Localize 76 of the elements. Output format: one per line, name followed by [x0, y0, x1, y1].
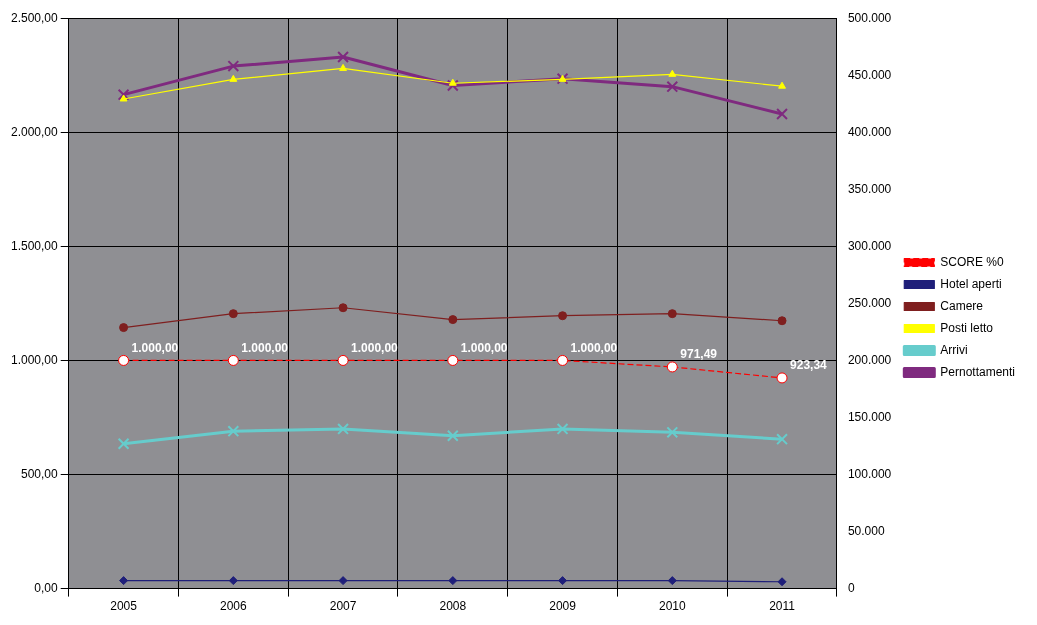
y2-tick-label: 250.000 [847, 295, 892, 310]
y2-tick-label: 350.000 [847, 181, 892, 196]
point [448, 315, 458, 325]
x-tick-label: 2006 [219, 599, 247, 614]
y2-tick-label: 50.000 [847, 523, 885, 538]
data-label: 1.000,00 [570, 340, 618, 355]
point [448, 576, 458, 586]
point [666, 426, 679, 439]
point [446, 429, 459, 442]
point [446, 79, 459, 92]
data-label: 971,49 [680, 347, 718, 362]
point [119, 94, 128, 102]
point [119, 576, 129, 586]
point [227, 60, 240, 73]
point [777, 316, 787, 326]
point [337, 354, 349, 366]
x-tick-label: 2009 [549, 599, 577, 614]
point [338, 576, 348, 586]
x-tick-label: 2007 [329, 599, 357, 614]
legend-label: Posti letto [940, 320, 994, 335]
point [447, 354, 459, 366]
point [337, 422, 350, 435]
point [229, 74, 238, 82]
legend-label: Pernottamenti [940, 364, 1016, 379]
x-tick-label: 2010 [658, 599, 686, 614]
point [666, 80, 679, 93]
data-label: 1.000,00 [131, 340, 179, 355]
y2-tick-label: 500.000 [847, 10, 892, 25]
point [227, 425, 240, 438]
point [228, 309, 238, 319]
data-label: 1.000,00 [241, 340, 289, 355]
y-tick-label: 2.500,00 [10, 10, 59, 25]
point [228, 576, 238, 586]
legend-label: Arrivi [940, 342, 968, 357]
y-tick-label: 0,00 [34, 580, 59, 595]
data-label: 1.000,00 [460, 340, 508, 355]
y2-tick-label: 100.000 [847, 466, 892, 481]
point [558, 576, 568, 586]
y2-tick-label: 200.000 [847, 352, 892, 367]
y-tick-label: 2.000,00 [10, 124, 59, 139]
x-tick-label: 2011 [769, 599, 796, 614]
point [776, 372, 788, 384]
point [777, 577, 787, 587]
point [778, 81, 787, 89]
legend-label: SCORE %0 [940, 254, 1004, 269]
legend-label: Camere [940, 298, 984, 313]
y2-tick-label: 0 [847, 580, 855, 595]
point [558, 311, 568, 321]
y-tick-label: 1.000,00 [10, 352, 59, 367]
y2-tick-label: 150.000 [847, 409, 892, 424]
y2-tick-label: 450.000 [847, 67, 892, 82]
point [556, 422, 569, 435]
point [338, 303, 348, 313]
y2-tick-label: 300.000 [847, 238, 892, 253]
point [119, 323, 129, 333]
point [117, 437, 130, 450]
point [557, 354, 569, 366]
point [118, 354, 130, 366]
point [666, 361, 678, 373]
point [117, 88, 130, 101]
point [448, 78, 457, 86]
x-tick-label: 2005 [110, 599, 138, 614]
x-tick-label: 2008 [439, 599, 467, 614]
y-tick-label: 500,00 [21, 466, 59, 481]
point [776, 433, 788, 446]
y2-tick-label: 400.000 [847, 124, 892, 139]
point [339, 63, 348, 71]
point [337, 51, 350, 63]
data-label: 923,34 [790, 358, 828, 373]
point [667, 576, 677, 586]
point [668, 69, 677, 77]
point [227, 354, 239, 366]
legend-label: Hotel aperti [940, 276, 1002, 291]
y-tick-label: 1.500,00 [10, 238, 59, 253]
point [667, 309, 677, 319]
point [776, 108, 788, 120]
